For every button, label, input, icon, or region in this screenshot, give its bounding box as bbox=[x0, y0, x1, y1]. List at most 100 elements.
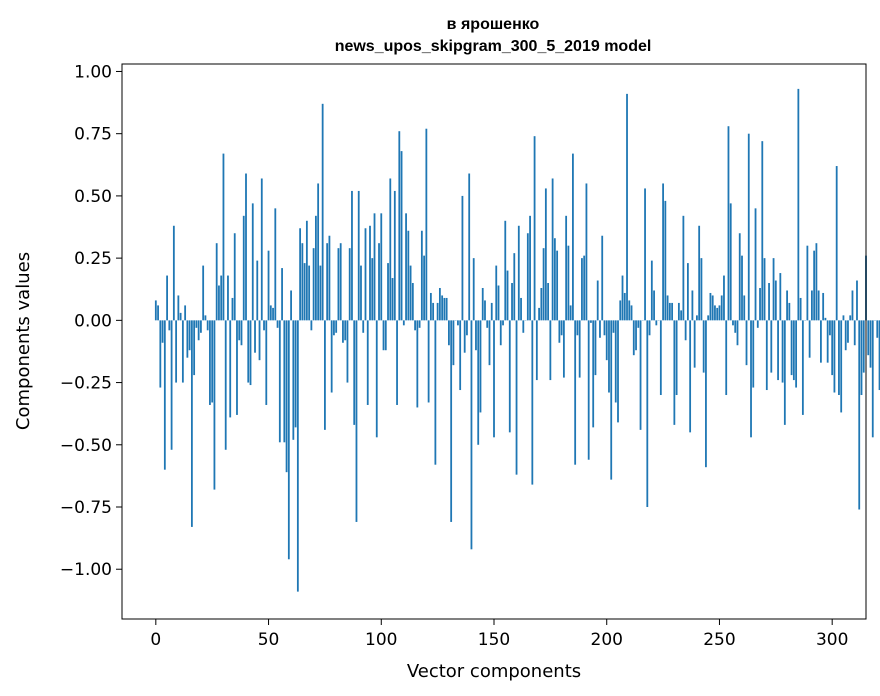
bar-18 bbox=[195, 320, 198, 328]
bar-277 bbox=[779, 273, 782, 321]
bar-13 bbox=[184, 305, 187, 321]
bar-287 bbox=[801, 320, 804, 415]
y-tick-label: 0.50 bbox=[74, 187, 112, 207]
bar-215 bbox=[639, 320, 642, 430]
bar-207 bbox=[621, 275, 624, 321]
bar-140 bbox=[470, 320, 473, 550]
bar-264 bbox=[750, 320, 752, 438]
bar-166 bbox=[529, 215, 531, 321]
bar-243 bbox=[702, 320, 705, 373]
bar-185 bbox=[572, 153, 574, 321]
bar-85 bbox=[346, 320, 349, 383]
bar-245 bbox=[707, 315, 710, 321]
bar-44 bbox=[254, 320, 256, 353]
bar-246 bbox=[709, 292, 712, 321]
bar-54 bbox=[276, 320, 279, 328]
bar-146 bbox=[484, 300, 486, 321]
bar-137 bbox=[463, 320, 466, 353]
bar-312 bbox=[858, 320, 861, 510]
bar-104 bbox=[389, 178, 392, 321]
bar-303 bbox=[838, 320, 840, 396]
bar-35 bbox=[233, 233, 236, 321]
bar-307 bbox=[847, 320, 849, 343]
bar-291 bbox=[810, 290, 813, 321]
bar-294 bbox=[817, 290, 820, 321]
bar-103 bbox=[387, 263, 389, 321]
bar-0 bbox=[154, 300, 157, 321]
bar-266 bbox=[754, 208, 757, 321]
bar-52 bbox=[272, 307, 274, 321]
bar-74 bbox=[321, 103, 324, 321]
bar-296 bbox=[822, 292, 825, 321]
bar-153 bbox=[499, 320, 502, 346]
bar-124 bbox=[434, 320, 437, 465]
bar-317 bbox=[869, 320, 872, 368]
bar-290 bbox=[808, 320, 811, 358]
bar-321 bbox=[878, 320, 880, 391]
bar-10 bbox=[177, 295, 180, 321]
bar-50 bbox=[267, 250, 270, 321]
bar-163 bbox=[522, 320, 525, 333]
bar-204 bbox=[614, 320, 617, 403]
bar-285 bbox=[797, 88, 800, 321]
bar-182 bbox=[565, 215, 568, 321]
bar-155 bbox=[504, 220, 507, 321]
bar-91 bbox=[360, 265, 362, 321]
bar-272 bbox=[768, 283, 770, 321]
bar-67 bbox=[305, 220, 308, 321]
bar-37 bbox=[238, 320, 241, 341]
bar-90 bbox=[357, 190, 360, 321]
bar-309 bbox=[851, 290, 854, 321]
y-tick-label: −0.75 bbox=[60, 498, 112, 518]
bar-99 bbox=[378, 243, 380, 321]
bar-310 bbox=[853, 320, 856, 346]
chart-title-line-2: news_upos_skipgram_300_5_2019 model bbox=[335, 38, 652, 55]
bar-160 bbox=[515, 320, 518, 475]
bar-118 bbox=[420, 230, 423, 321]
bar-26 bbox=[213, 320, 216, 490]
bar-304 bbox=[840, 320, 843, 413]
bar-171 bbox=[540, 287, 543, 321]
bar-9 bbox=[175, 320, 178, 383]
bar-78 bbox=[330, 320, 333, 393]
bar-302 bbox=[835, 166, 838, 321]
bar-298 bbox=[826, 320, 829, 363]
bar-222 bbox=[655, 320, 658, 326]
bar-119 bbox=[423, 255, 426, 321]
bar-167 bbox=[531, 320, 534, 485]
bar-213 bbox=[635, 320, 637, 351]
bar-108 bbox=[398, 131, 401, 321]
bar-135 bbox=[459, 320, 462, 391]
bar-123 bbox=[432, 302, 435, 321]
bar-60 bbox=[290, 290, 292, 321]
bar-56 bbox=[281, 268, 283, 321]
bar-48 bbox=[263, 320, 265, 331]
bar-3 bbox=[161, 320, 164, 343]
bar-20 bbox=[200, 320, 202, 333]
x-axis-label: Vector components bbox=[407, 661, 581, 682]
bar-42 bbox=[249, 320, 252, 386]
bar-127 bbox=[441, 295, 444, 321]
bar-316 bbox=[867, 320, 870, 356]
bar-151 bbox=[495, 265, 498, 321]
bar-143 bbox=[477, 320, 480, 445]
bar-300 bbox=[831, 320, 834, 376]
bar-94 bbox=[366, 320, 369, 405]
bar-156 bbox=[506, 270, 509, 321]
bar-117 bbox=[418, 320, 421, 328]
bar-205 bbox=[617, 320, 619, 423]
bar-53 bbox=[274, 208, 277, 321]
bar-138 bbox=[466, 320, 468, 336]
bar-283 bbox=[792, 320, 795, 381]
bar-202 bbox=[610, 320, 613, 480]
x-tick-label: 150 bbox=[478, 630, 510, 650]
bar-19 bbox=[197, 320, 200, 341]
bar-286 bbox=[799, 297, 802, 321]
bar-184 bbox=[569, 305, 572, 321]
bar-308 bbox=[849, 315, 852, 321]
bar-86 bbox=[348, 248, 351, 321]
bar-275 bbox=[774, 280, 777, 321]
bar-278 bbox=[781, 320, 784, 383]
bar-30 bbox=[222, 153, 225, 321]
bar-226 bbox=[664, 200, 667, 321]
